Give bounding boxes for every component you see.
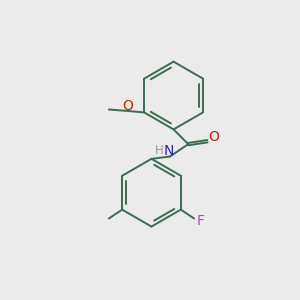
Text: O: O bbox=[123, 99, 134, 113]
Text: F: F bbox=[196, 214, 205, 228]
Text: N: N bbox=[164, 144, 174, 158]
Text: H: H bbox=[154, 143, 163, 157]
Text: O: O bbox=[208, 130, 219, 144]
